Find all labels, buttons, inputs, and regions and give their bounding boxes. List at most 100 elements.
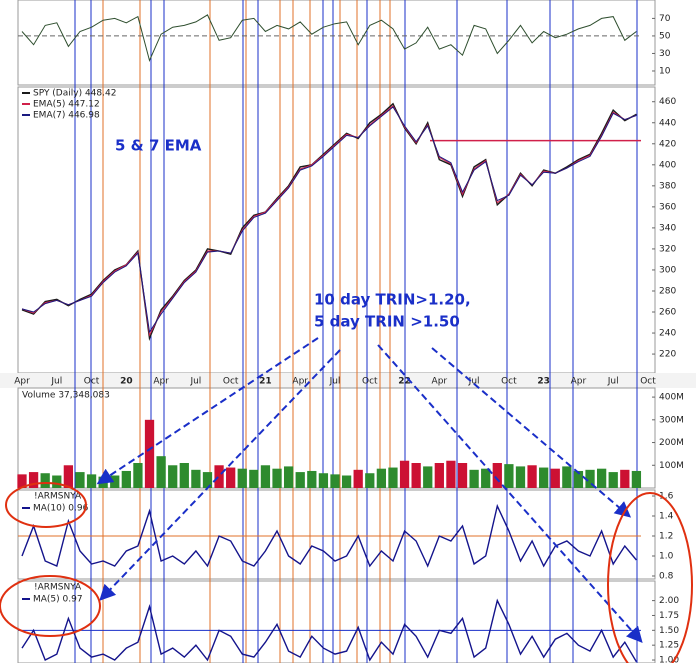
y-tick-label: 300M bbox=[659, 415, 684, 425]
bar bbox=[52, 475, 62, 488]
y-tick-label: 240 bbox=[659, 329, 676, 339]
x-tick-label: Oct bbox=[84, 377, 100, 387]
x-tick-label: Apr bbox=[432, 377, 448, 387]
line bbox=[21, 106, 637, 334]
y-tick-label: 280 bbox=[659, 286, 676, 296]
y-tick-label: 260 bbox=[659, 308, 676, 318]
bar bbox=[573, 470, 584, 488]
bar bbox=[376, 468, 387, 488]
bar bbox=[156, 456, 166, 488]
bar bbox=[63, 465, 74, 488]
y-tick-label: 460 bbox=[659, 97, 676, 107]
y-tick-label: 1.0 bbox=[659, 552, 674, 562]
arrow bbox=[99, 349, 341, 601]
legend-label: SPY (Daily) 448.42 bbox=[33, 89, 116, 99]
bar bbox=[596, 468, 607, 488]
x-tick-label: Jul bbox=[468, 377, 480, 387]
y-tick-label: 360 bbox=[659, 202, 676, 212]
y-tick-label: 1.75 bbox=[659, 611, 679, 621]
y-tick-label: 400M bbox=[659, 393, 684, 403]
bar bbox=[318, 473, 329, 488]
line bbox=[21, 503, 637, 568]
y-tick-label: 320 bbox=[659, 244, 676, 254]
bar bbox=[457, 463, 468, 488]
bar bbox=[110, 475, 120, 488]
y-tick-label: 50 bbox=[659, 31, 671, 41]
legend-label: EMA(5) 447.12 bbox=[33, 100, 100, 110]
bar bbox=[527, 465, 537, 488]
bar bbox=[283, 466, 294, 488]
bar bbox=[249, 469, 259, 488]
y-tick-label: 2.00 bbox=[659, 596, 679, 606]
bar bbox=[353, 469, 363, 488]
y-tick-label: 1.50 bbox=[659, 626, 679, 636]
x-tick-label: Apr bbox=[153, 377, 169, 387]
y-tick-label: 1.25 bbox=[659, 641, 679, 651]
bar bbox=[179, 463, 189, 488]
data-layer: Apr Jul Oct 20 Apr Jul Oct 21 Apr Jul Oct 22 Apr Jul O… bbox=[14, 14, 684, 666]
bar bbox=[481, 468, 491, 488]
x-tick-label: Jul bbox=[329, 377, 341, 387]
bar bbox=[307, 470, 317, 488]
annotations: 5 & 7 EMA 10 day TRIN>1.20, 5 day TRIN >… bbox=[0, 137, 693, 667]
y-tick-label: 10 bbox=[659, 66, 671, 76]
bar bbox=[562, 466, 572, 488]
x-tick-label: 20 bbox=[120, 377, 133, 387]
x-tick-label: Jul bbox=[50, 377, 62, 387]
highlight-ellipse bbox=[5, 482, 87, 528]
x-tick-label: Jul bbox=[607, 377, 619, 387]
bar bbox=[550, 468, 560, 488]
panel-title: !ARMSNYA bbox=[34, 492, 82, 502]
bar bbox=[40, 473, 50, 488]
bar bbox=[434, 463, 444, 488]
bar bbox=[631, 470, 642, 488]
bar bbox=[260, 465, 271, 488]
bar bbox=[492, 463, 502, 488]
bar bbox=[608, 472, 618, 488]
line bbox=[21, 598, 638, 663]
bar bbox=[202, 472, 213, 488]
x-tick-label: Oct bbox=[223, 377, 239, 387]
bar bbox=[86, 474, 97, 488]
x-tick-label: Oct bbox=[501, 377, 517, 387]
y-tick-label: 440 bbox=[659, 118, 676, 128]
y-tick-label: 220 bbox=[659, 350, 676, 360]
bar bbox=[411, 463, 421, 488]
bar bbox=[341, 475, 352, 488]
annotation: 5 day TRIN >1.50 bbox=[314, 313, 460, 331]
y-tick-label: 1.4 bbox=[659, 512, 674, 522]
bar bbox=[388, 467, 398, 488]
legend-label: Volume 37,348,083 bbox=[22, 391, 110, 401]
y-tick-label: 1.00 bbox=[659, 656, 679, 663]
panel-title: !ARMSNYA bbox=[34, 583, 82, 593]
bar bbox=[191, 469, 201, 488]
y-tick-label: 420 bbox=[659, 139, 676, 149]
bar bbox=[226, 467, 236, 488]
annotation: 5 & 7 EMA bbox=[115, 137, 202, 155]
y-tick-label: 300 bbox=[659, 265, 676, 275]
x-tick-label: 21 bbox=[259, 377, 272, 387]
bar bbox=[515, 466, 526, 488]
y-tick-label: 70 bbox=[659, 14, 671, 24]
bar bbox=[17, 474, 27, 488]
bar bbox=[295, 472, 305, 488]
bar bbox=[399, 460, 410, 488]
annotation: 10 day TRIN>1.20, bbox=[314, 291, 471, 309]
y-tick-label: 100M bbox=[659, 461, 684, 471]
bar bbox=[365, 473, 375, 488]
bar bbox=[585, 469, 595, 488]
legend-label: MA(10) 0.96 bbox=[33, 504, 89, 514]
bar bbox=[237, 468, 247, 488]
x-tick-label: Oct bbox=[362, 377, 378, 387]
bar bbox=[330, 474, 340, 488]
highlight-ellipse bbox=[607, 492, 693, 667]
x-tick-label: Apr bbox=[292, 377, 308, 387]
bar bbox=[423, 466, 433, 488]
bar bbox=[539, 467, 549, 488]
arrow bbox=[431, 347, 632, 518]
bar bbox=[144, 419, 155, 488]
bar bbox=[504, 464, 514, 488]
y-tick-label: 400 bbox=[659, 160, 676, 170]
